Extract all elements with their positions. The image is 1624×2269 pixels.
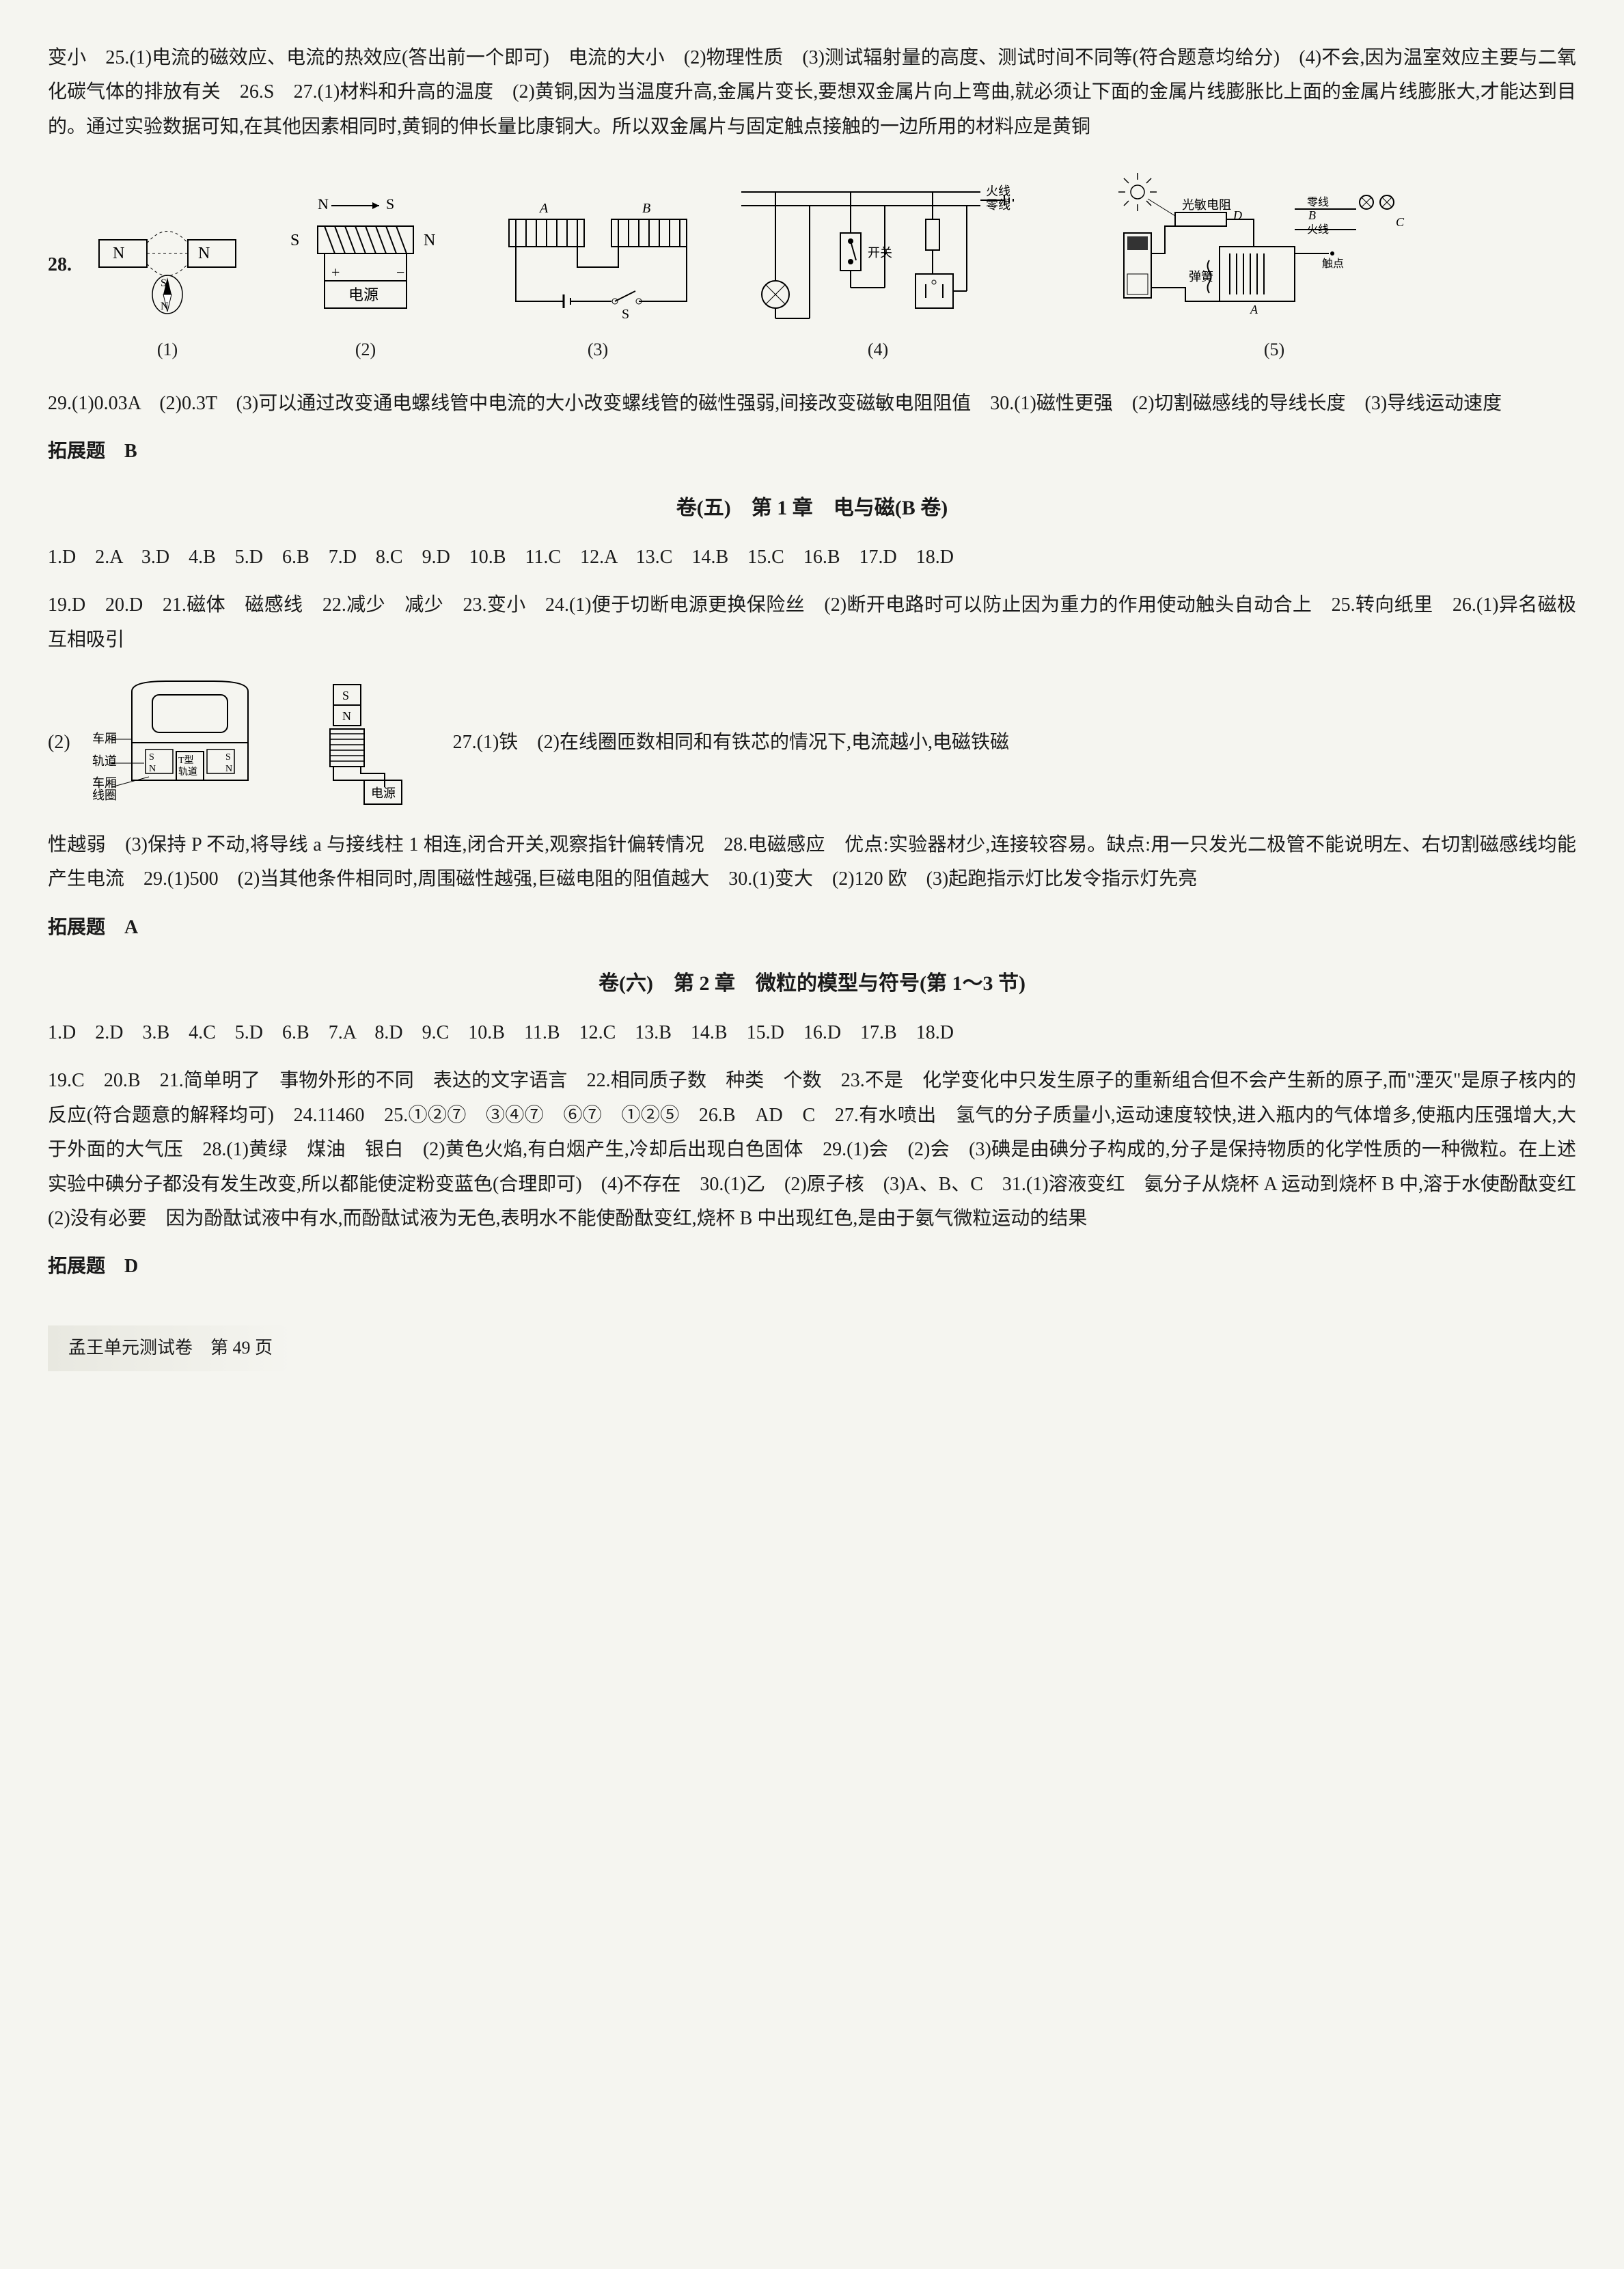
- d5-spring: 弹簧: [1189, 270, 1213, 284]
- d5-c: C: [1396, 215, 1405, 229]
- d1-n1: N: [113, 245, 124, 262]
- d5-contact: 触点: [1322, 258, 1344, 270]
- section-5-title: 卷(五) 第 1 章 电与磁(B 卷): [48, 490, 1576, 527]
- d3-s: S: [622, 307, 629, 322]
- svg-text:S: S: [342, 689, 349, 702]
- ext-b: 拓展题 B: [48, 435, 1576, 469]
- diagram-1-label: (1): [92, 334, 243, 366]
- diagram-3-label: (3): [488, 334, 707, 366]
- diagram-solenoid-box: S N 电源: [296, 678, 412, 808]
- diagram-row-28: 28. N N S N (1) N S: [48, 158, 1576, 373]
- para3-ext: 拓展题 A: [48, 917, 138, 938]
- d1-n2: N: [198, 245, 210, 262]
- d2-stop: S: [386, 195, 394, 212]
- svg-text:轨道: 轨道: [92, 754, 117, 768]
- para1-text: 变小 25.(1)电流的磁效应、电流的热效应(答出前一个即可) 电流的大小 (2…: [48, 47, 1576, 137]
- sec6-line2: 19.C 20.B 21.简单明了 事物外形的不同 表达的文字语言 22.相同质…: [48, 1064, 1576, 1236]
- svg-text:轨道: 轨道: [178, 767, 197, 778]
- diagram-5-label: (5): [1117, 334, 1431, 366]
- diagram-2: N S S N + − 电源 (2): [270, 192, 461, 366]
- d2-ntop: N: [318, 195, 329, 212]
- svg-text:线圈: 线圈: [92, 788, 117, 802]
- d4-switch: 开关: [868, 246, 892, 260]
- d5-b: B: [1308, 208, 1316, 222]
- answer-block-1: 变小 25.(1)电流的磁效应、电流的热效应(答出前一个即可) 电流的大小 (2…: [48, 41, 1576, 144]
- diagram-4: 火线 零线 开关: [734, 178, 1021, 366]
- diagram-4-label: (4): [734, 334, 1021, 366]
- svg-text:N: N: [225, 764, 232, 774]
- d2-src: 电源: [348, 286, 379, 303]
- footer-text: 孟王单元测试卷 第 49 页: [48, 1325, 293, 1371]
- d1-s: S: [161, 277, 167, 289]
- d2-plus: +: [331, 264, 340, 281]
- page-footer: 孟王单元测试卷 第 49 页: [48, 1325, 1576, 1371]
- d1-n3: N: [161, 301, 169, 312]
- svg-text:S: S: [225, 752, 231, 762]
- sec5-line1: 1.D 2.A 3.D 4.B 5.D 6.B 7.D 8.C 9.D 10.B…: [48, 540, 1576, 575]
- inline-diagram-row: (2) SN SN T型 轨道 车厢 轨道 车厢 线圈 S N: [48, 671, 1576, 814]
- ext-d: 拓展题 D: [48, 1250, 1576, 1284]
- ext-a: 拓展题 A: [48, 911, 1576, 945]
- sec5-line2: 19.D 20.D 21.磁体 磁感线 22.减少 减少 23.变小 24.(1…: [48, 588, 1576, 657]
- diagram-2-label: (2): [270, 334, 461, 366]
- d3-b: B: [642, 201, 650, 216]
- d2-nright: N: [424, 232, 435, 249]
- d5-a: A: [1250, 303, 1258, 316]
- d5-neutral: 零线: [1307, 196, 1329, 208]
- diagram-3: A B S (3): [488, 192, 707, 366]
- svg-text:车厢: 车厢: [92, 732, 117, 745]
- diagram-train: SN SN T型 轨道 车厢 轨道 车厢 线圈: [91, 678, 269, 808]
- svg-text:N: N: [149, 764, 156, 774]
- svg-text:电源: 电源: [371, 786, 396, 800]
- d2-sleft: S: [290, 232, 299, 249]
- answer-block-3: 性越弱 (3)保持 P 不动,将导线 a 与接线柱 1 相连,闭合开关,观察指针…: [48, 828, 1576, 897]
- svg-text:N: N: [342, 709, 351, 723]
- q28-label: 28.: [48, 248, 72, 282]
- sec6-line1: 1.D 2.D 3.B 4.C 5.D 6.B 7.A 8.D 9.C 10.B…: [48, 1016, 1576, 1050]
- para2-text: 29.(1)0.03A (2)0.3T (3)可以通过改变通电螺线管中电流的大小…: [48, 393, 1502, 414]
- section-6-title: 卷(六) 第 2 章 微粒的模型与符号(第 1～3 节): [48, 965, 1576, 1002]
- d3-a: A: [538, 201, 549, 216]
- diagram-5: 光敏电阻 D 弹簧 A B 零线 火线: [1117, 165, 1431, 366]
- svg-text:车厢: 车厢: [92, 776, 117, 790]
- para2-ext: 拓展题 B: [48, 441, 137, 462]
- diagram-1: N N S N (1): [92, 206, 243, 366]
- sec6-ext: 拓展题 D: [48, 1256, 138, 1277]
- para3-text: 性越弱 (3)保持 P 不动,将导线 a 与接线柱 1 相连,闭合开关,观察指针…: [48, 834, 1576, 890]
- svg-text:T型: T型: [178, 755, 194, 766]
- inline-side-text: 27.(1)铁 (2)在线圈匝数相同和有铁芯的情况下,电流越小,电磁铁磁: [453, 726, 1576, 760]
- d2-minus: −: [396, 264, 404, 281]
- svg-text:S: S: [149, 752, 154, 762]
- d4-live: 火线: [986, 184, 1010, 198]
- d5-photores: 光敏电阻: [1182, 198, 1231, 212]
- inline-prefix: (2): [48, 726, 70, 760]
- answer-block-2: 29.(1)0.03A (2)0.3T (3)可以通过改变通电螺线管中电流的大小…: [48, 387, 1576, 421]
